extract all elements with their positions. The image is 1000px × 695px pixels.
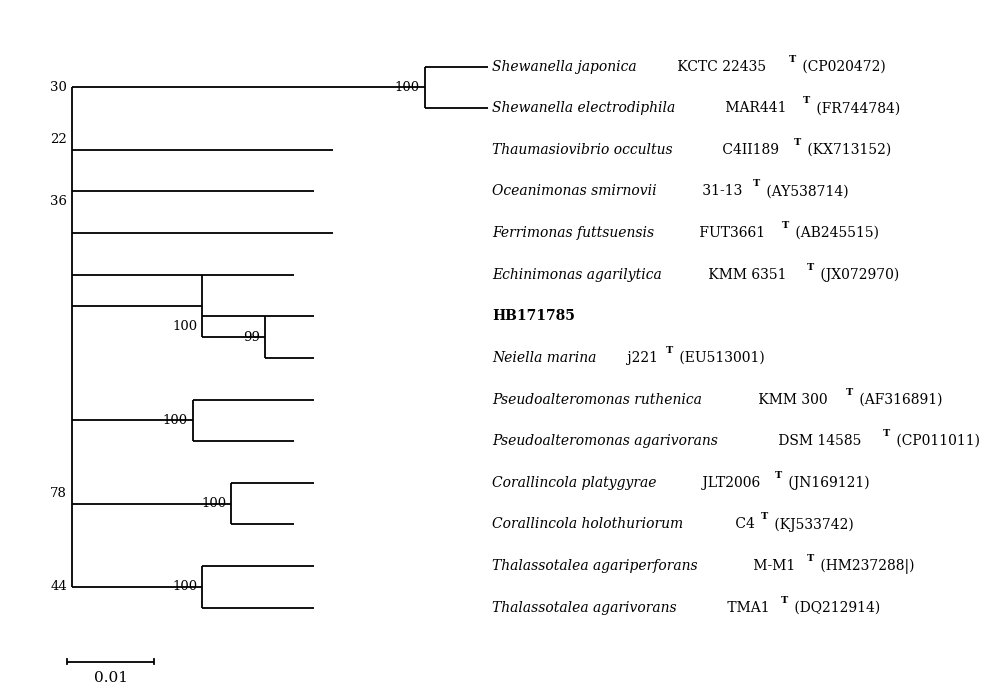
- Text: 22: 22: [50, 133, 67, 146]
- Text: (KJ533742): (KJ533742): [770, 517, 853, 532]
- Text: Shewanella japonica: Shewanella japonica: [492, 60, 637, 74]
- Text: Ferrimonas futtsuensis: Ferrimonas futtsuensis: [492, 226, 655, 240]
- Text: Pseudoalteromonas agarivorans: Pseudoalteromonas agarivorans: [492, 434, 718, 448]
- Text: 36: 36: [50, 195, 67, 208]
- Text: KMM 6351: KMM 6351: [704, 268, 787, 281]
- Text: T: T: [794, 138, 801, 147]
- Text: MAR441: MAR441: [721, 101, 786, 115]
- Text: T: T: [807, 554, 814, 563]
- Text: Shewanella electrodiphila: Shewanella electrodiphila: [492, 101, 676, 115]
- Text: TMA1: TMA1: [723, 600, 769, 614]
- Text: JLT2006: JLT2006: [698, 476, 760, 490]
- Text: T: T: [781, 596, 788, 605]
- Text: T: T: [775, 471, 783, 480]
- Text: (KX713152): (KX713152): [803, 143, 891, 157]
- Text: j221: j221: [623, 351, 658, 365]
- Text: (FR744784): (FR744784): [812, 101, 900, 115]
- Text: M-M1: M-M1: [749, 559, 795, 573]
- Text: T: T: [846, 388, 853, 397]
- Text: Thalassotalea agarivorans: Thalassotalea agarivorans: [492, 600, 677, 614]
- Text: C4II189: C4II189: [718, 143, 779, 157]
- Text: 100: 100: [163, 414, 188, 427]
- Text: (CP011011): (CP011011): [892, 434, 980, 448]
- Text: 30: 30: [50, 81, 67, 94]
- Text: Neiella marina: Neiella marina: [492, 351, 597, 365]
- Text: C4: C4: [731, 517, 755, 532]
- Text: 100: 100: [395, 81, 420, 94]
- Text: 100: 100: [172, 320, 198, 333]
- Text: Corallincola holothuriorum: Corallincola holothuriorum: [492, 517, 684, 532]
- Text: T: T: [789, 55, 796, 64]
- Text: T: T: [782, 221, 789, 230]
- Text: FUT3661: FUT3661: [695, 226, 765, 240]
- Text: Thalassotalea agariperforans: Thalassotalea agariperforans: [492, 559, 698, 573]
- Text: 99: 99: [243, 331, 260, 343]
- Text: 44: 44: [50, 580, 67, 594]
- Text: (JN169121): (JN169121): [784, 475, 870, 490]
- Text: Thaumasiovibrio occultus: Thaumasiovibrio occultus: [492, 143, 673, 157]
- Text: 100: 100: [201, 497, 227, 510]
- Text: (DQ212914): (DQ212914): [790, 600, 880, 614]
- Text: T: T: [807, 263, 814, 272]
- Text: (EU513001): (EU513001): [675, 351, 765, 365]
- Text: Echinimonas agarilytica: Echinimonas agarilytica: [492, 268, 662, 281]
- Text: T: T: [666, 346, 674, 355]
- Text: T: T: [803, 96, 810, 105]
- Text: 0.01: 0.01: [94, 671, 128, 685]
- Text: KMM 300: KMM 300: [754, 393, 828, 407]
- Text: (JX072970): (JX072970): [816, 268, 899, 282]
- Text: (AF316891): (AF316891): [855, 393, 943, 407]
- Text: 31-13: 31-13: [698, 184, 742, 199]
- Text: T: T: [761, 512, 768, 521]
- Text: HB171785: HB171785: [492, 309, 575, 323]
- Text: 100: 100: [172, 580, 198, 594]
- Text: T: T: [883, 429, 890, 438]
- Text: (CP020472): (CP020472): [798, 60, 886, 74]
- Text: (AY538714): (AY538714): [762, 184, 849, 199]
- Text: Oceanimonas smirnovii: Oceanimonas smirnovii: [492, 184, 657, 199]
- Text: KCTC 22435: KCTC 22435: [673, 60, 766, 74]
- Text: T: T: [753, 179, 760, 188]
- Text: 78: 78: [50, 486, 67, 500]
- Text: Corallincola platygyrae: Corallincola platygyrae: [492, 476, 657, 490]
- Text: (AB245515): (AB245515): [791, 226, 879, 240]
- Text: DSM 14585: DSM 14585: [774, 434, 862, 448]
- Text: (HM237288|): (HM237288|): [816, 558, 914, 573]
- Text: Pseudoalteromonas ruthenica: Pseudoalteromonas ruthenica: [492, 393, 702, 407]
